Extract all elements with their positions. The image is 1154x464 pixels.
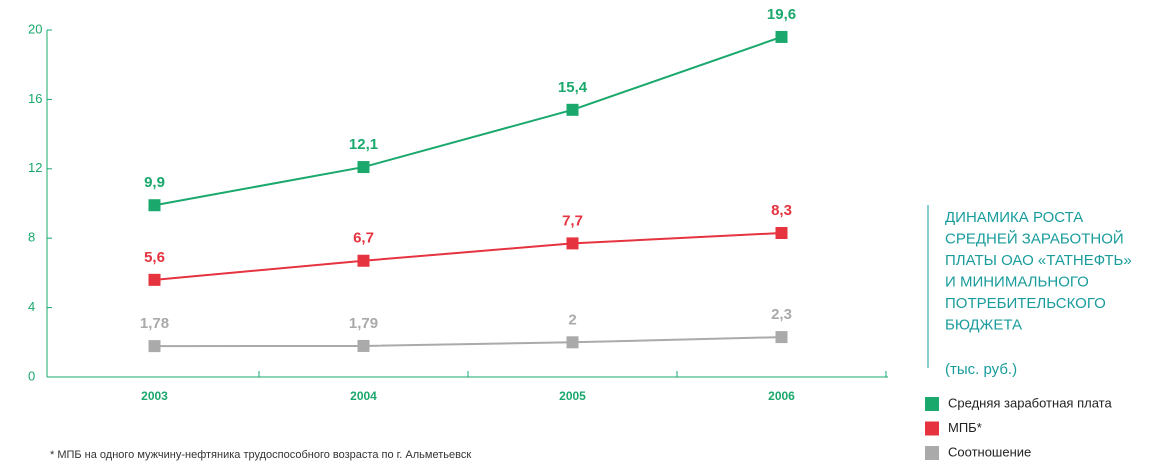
legend-swatch <box>925 397 939 411</box>
data-label: 8,3 <box>771 202 792 219</box>
point-marker <box>775 331 788 344</box>
legend-label: Средняя заработная плата <box>948 395 1112 410</box>
series-line <box>154 336 782 348</box>
x-tick-label: 2004 <box>350 389 377 403</box>
series-line <box>154 35 782 207</box>
point-marker <box>148 340 161 353</box>
point-marker <box>148 199 161 212</box>
data-label: 15,4 <box>558 79 588 96</box>
chart-title: ПЛАТЫ ОАО «ТАТНЕФТЬ» <box>945 252 1132 269</box>
legend-swatch <box>925 421 939 436</box>
data-label: 1,79 <box>349 315 378 332</box>
point-marker <box>775 226 788 239</box>
legend-label: Соотношение <box>948 444 1031 459</box>
point-marker <box>148 273 161 286</box>
point-marker <box>357 254 370 267</box>
y-tick-label: 8 <box>28 230 35 245</box>
point-marker <box>357 339 370 352</box>
point-marker <box>566 237 579 250</box>
point-marker <box>566 336 579 349</box>
x-tick-label: 2006 <box>768 389 795 403</box>
chart-title: СРЕДНЕЙ ЗАРАБОТНОЙ <box>945 229 1124 247</box>
chart-title: БЮДЖЕТА <box>945 316 1022 333</box>
data-label: 9,9 <box>144 174 165 191</box>
series-line <box>154 231 782 281</box>
data-label: 1,78 <box>140 315 169 332</box>
y-tick-label: 16 <box>28 91 42 106</box>
legend-swatch <box>925 446 939 460</box>
chart-title: И МИНИМАЛЬНОГО <box>945 273 1089 290</box>
legend-label: МПБ* <box>948 420 982 435</box>
chart-title: ДИНАМИКА РОСТА <box>945 209 1083 226</box>
data-label: 6,7 <box>353 230 374 247</box>
point-marker <box>775 30 788 43</box>
data-label: 5,6 <box>144 249 165 266</box>
y-tick-label: 20 <box>28 21 42 36</box>
chart-subtitle: (тыс. руб.) <box>945 361 1017 378</box>
x-tick-label: 2005 <box>559 389 586 403</box>
data-label: 7,7 <box>562 212 583 229</box>
point-marker <box>566 103 579 116</box>
chart-title: ПОТРЕБИТЕЛЬСКОГО <box>945 295 1106 312</box>
x-tick-label: 2003 <box>141 389 168 403</box>
data-label: 12,1 <box>349 136 378 153</box>
data-label: 19,6 <box>767 6 796 23</box>
data-label: 2,3 <box>771 306 792 323</box>
point-marker <box>357 161 370 174</box>
data-label: 2 <box>568 311 576 328</box>
y-tick-label: 4 <box>28 299 35 314</box>
footnote: * МПБ на одного мужчину-нефтяника трудос… <box>50 449 471 461</box>
y-tick-label: 12 <box>28 160 42 175</box>
y-tick-label: 0 <box>28 368 35 383</box>
